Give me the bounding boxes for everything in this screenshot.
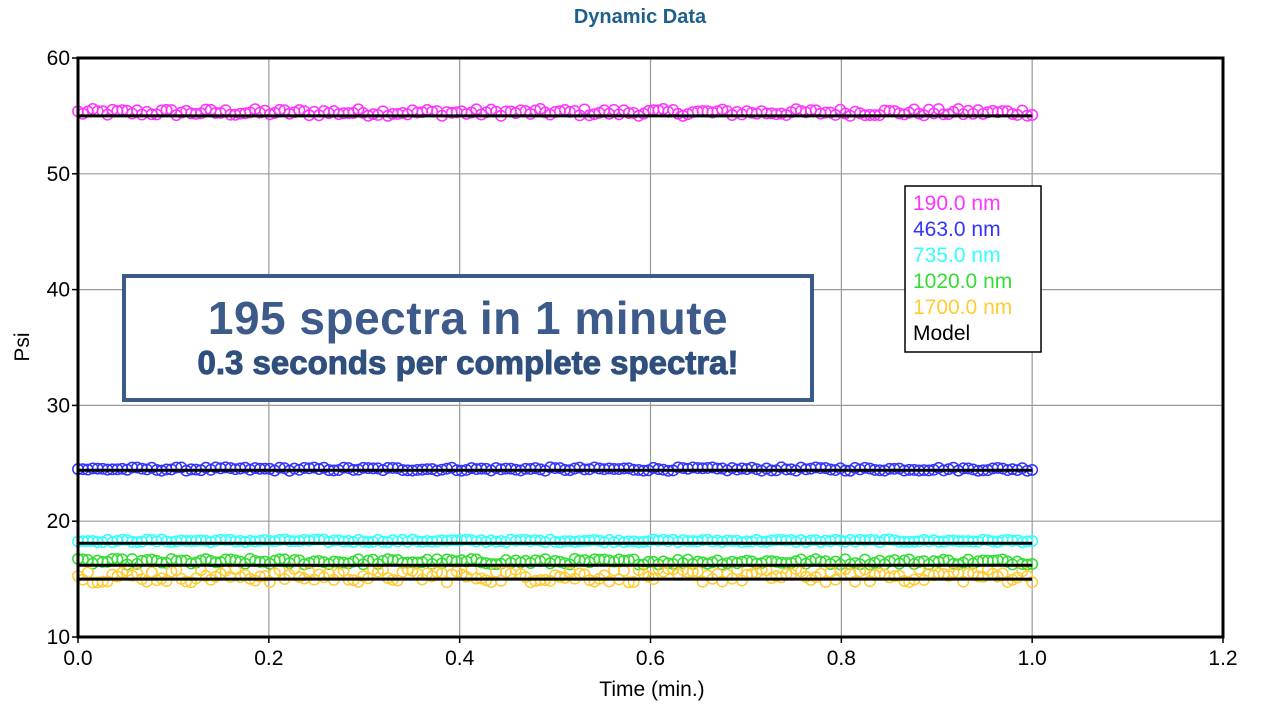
y-tick-label: 50: [47, 163, 70, 186]
data-point-series-4: [81, 566, 94, 579]
x-tick-label: 0.0: [63, 647, 92, 670]
data-point-series-4: [554, 570, 566, 583]
data-point-series-4: [254, 570, 266, 583]
legend-item-735nm: 735.0 nm: [913, 244, 1001, 267]
data-point-series-2: [1021, 535, 1034, 548]
legend: 190.0 nm 463.0 nm 735.0 nm 1020.0 nm 170…: [904, 185, 1042, 353]
axis-ticks: 0.0 0.2 0.4 0.6 0.8 1.0 1.2 10 20 30 40 50 60: [47, 47, 1238, 670]
y-axis-label: Psi: [11, 332, 34, 361]
legend-box: [904, 185, 1042, 353]
annotation-callout: 195 spectra in 1 minute 0.3 seconds per …: [122, 274, 814, 402]
data-point-series-0: [460, 107, 473, 120]
x-tick-label: 0.6: [636, 647, 665, 670]
data-point-series-4: [431, 566, 443, 579]
data-point-series-2: [1026, 534, 1039, 547]
data-point-series-4: [627, 576, 640, 588]
data-point-series-0: [263, 108, 276, 121]
legend-item-190nm: 190.0 nm: [913, 192, 1001, 215]
data-point-series-4: [849, 575, 862, 588]
data-point-series-0: [342, 107, 355, 120]
data-point-series-4: [824, 566, 837, 578]
data-point-series-0: [190, 108, 202, 120]
data-point-series-4: [145, 566, 158, 579]
annotation-headline: 195 spectra in 1 minute: [207, 292, 729, 344]
legend-item-1020nm: 1020.0 nm: [913, 270, 1012, 293]
data-point-series-4: [888, 570, 901, 583]
data-point-series-4: [96, 575, 109, 588]
x-tick-label: 1.0: [1018, 647, 1047, 670]
data-point-series-0: [283, 107, 296, 120]
legend-item-model: Model: [913, 322, 970, 345]
x-tick-label: 0.2: [254, 647, 283, 670]
data-point-series-4: [495, 574, 507, 587]
chart-title: Dynamic Data: [574, 6, 707, 28]
data-point-series-0: [913, 107, 925, 120]
data-point-series-4: [1026, 576, 1039, 589]
y-tick-label: 30: [47, 394, 70, 417]
data-point-series-4: [617, 564, 630, 577]
x-tick-label: 0.4: [445, 647, 475, 670]
data-point-series-4: [160, 575, 173, 587]
y-tick-label: 20: [47, 510, 70, 533]
data-point-series-4: [622, 576, 635, 589]
y-tick-label: 40: [47, 279, 70, 302]
legend-item-463nm: 463.0 nm: [913, 218, 1001, 241]
x-axis-label: Time (min.): [599, 678, 704, 701]
data-point-series-4: [972, 570, 985, 583]
legend-item-1700nm: 1700.0 nm: [913, 296, 1012, 319]
model-lines: [78, 114, 1033, 581]
data-point-series-0: [145, 108, 158, 121]
data-point-series-0: [898, 108, 911, 121]
data-point-series-3: [558, 557, 571, 570]
y-tick-label: 10: [47, 626, 70, 649]
y-tick-label: 60: [47, 47, 70, 70]
data-point-series-4: [263, 575, 276, 588]
data-point-series-0: [588, 108, 601, 121]
data-point-series-0: [239, 107, 252, 120]
data-point-series-4: [293, 571, 306, 584]
annotation-subline: 0.3 seconds per complete spectra!: [197, 344, 739, 382]
x-tick-label: 0.8: [827, 647, 856, 670]
x-tick-label: 1.2: [1208, 647, 1237, 670]
